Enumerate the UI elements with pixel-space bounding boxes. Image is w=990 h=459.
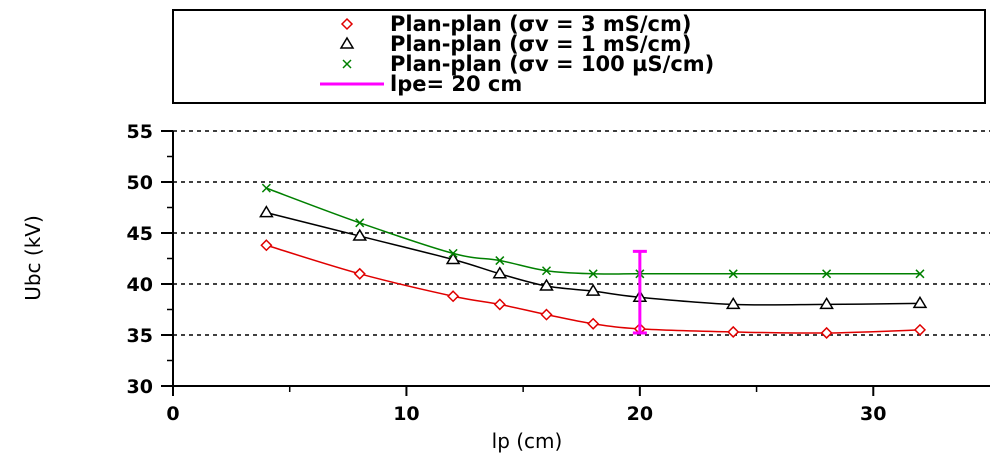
series-3-point [541, 266, 552, 276]
series-line-2 [266, 211, 920, 306]
series-group [259, 183, 928, 340]
series-3-point [915, 269, 925, 279]
series-1-point [587, 317, 600, 330]
legend-label-4: lpe= 20 cm [390, 72, 522, 96]
axes: 30 35 40 45 50 55 0 10 20 30 [127, 121, 990, 425]
series-3-point [448, 248, 458, 258]
marker-stroke [355, 218, 365, 228]
legend-label-3: Plan-plan (σv = 100 µS/cm) [390, 52, 714, 76]
marker-stroke [261, 183, 271, 193]
marker-stroke [495, 256, 505, 266]
series-3-point [728, 269, 738, 279]
legend-box [172, 9, 986, 104]
legend-marker-1 [340, 17, 354, 31]
series-1-point [540, 308, 553, 321]
annotation-group [632, 249, 647, 335]
series-3-point [355, 218, 365, 228]
series-1-point [493, 298, 506, 311]
series-2-point [259, 205, 274, 218]
series-3-point [261, 183, 271, 193]
series-3-point [588, 269, 598, 279]
series-line-3 [266, 187, 920, 275]
grid [173, 130, 990, 336]
series-1-point [727, 325, 740, 339]
series-2-point [445, 252, 461, 265]
series-2-point [492, 266, 508, 279]
series-1-point [820, 326, 833, 340]
legend-marker-3 [342, 59, 352, 69]
series-2-point [539, 278, 554, 291]
y-axis-title: Ubc (kV) [21, 215, 45, 301]
marker-stroke [915, 269, 925, 279]
legend-label-2: Plan-plan (σv = 1 mS/cm) [390, 32, 691, 56]
series-1-point [353, 267, 366, 280]
x-tick-label: 10 [393, 403, 419, 425]
series-1-point [913, 323, 927, 336]
marker-stroke [728, 269, 738, 279]
marker-stroke [588, 269, 598, 279]
x-tick-label: 0 [166, 403, 179, 425]
series-2-point [819, 296, 834, 310]
y-tick-label: 35 [127, 325, 153, 347]
series-line-1 [266, 244, 920, 334]
x-tick-label: 20 [627, 403, 653, 425]
x-axis-title: lp (cm) [492, 429, 563, 453]
series-3-point [495, 256, 505, 266]
legend-label-1: Plan-plan (σv = 3 mS/cm) [390, 12, 691, 36]
marker-stroke [342, 59, 352, 69]
series-2-point [725, 296, 741, 310]
marker-stroke [822, 269, 832, 279]
y-tick-label: 40 [127, 274, 153, 296]
y-tick-label: 50 [127, 172, 153, 194]
y-tick-label: 55 [127, 121, 153, 143]
series-2-point [352, 228, 368, 241]
y-tick-label: 30 [127, 376, 153, 398]
series-1-point [260, 239, 273, 252]
y-tick-label: 45 [127, 223, 153, 245]
legend: Plan-plan (σv = 3 mS/cm)Plan-plan (σv = … [320, 12, 714, 96]
series-1-point [447, 290, 460, 303]
x-tick-label: 30 [860, 403, 886, 425]
series-3-point [822, 269, 832, 279]
legend-marker-2 [339, 36, 355, 49]
series-2-point [912, 295, 928, 309]
marker-stroke [448, 248, 458, 258]
series-2-point [585, 283, 601, 296]
marker-stroke [541, 266, 552, 276]
